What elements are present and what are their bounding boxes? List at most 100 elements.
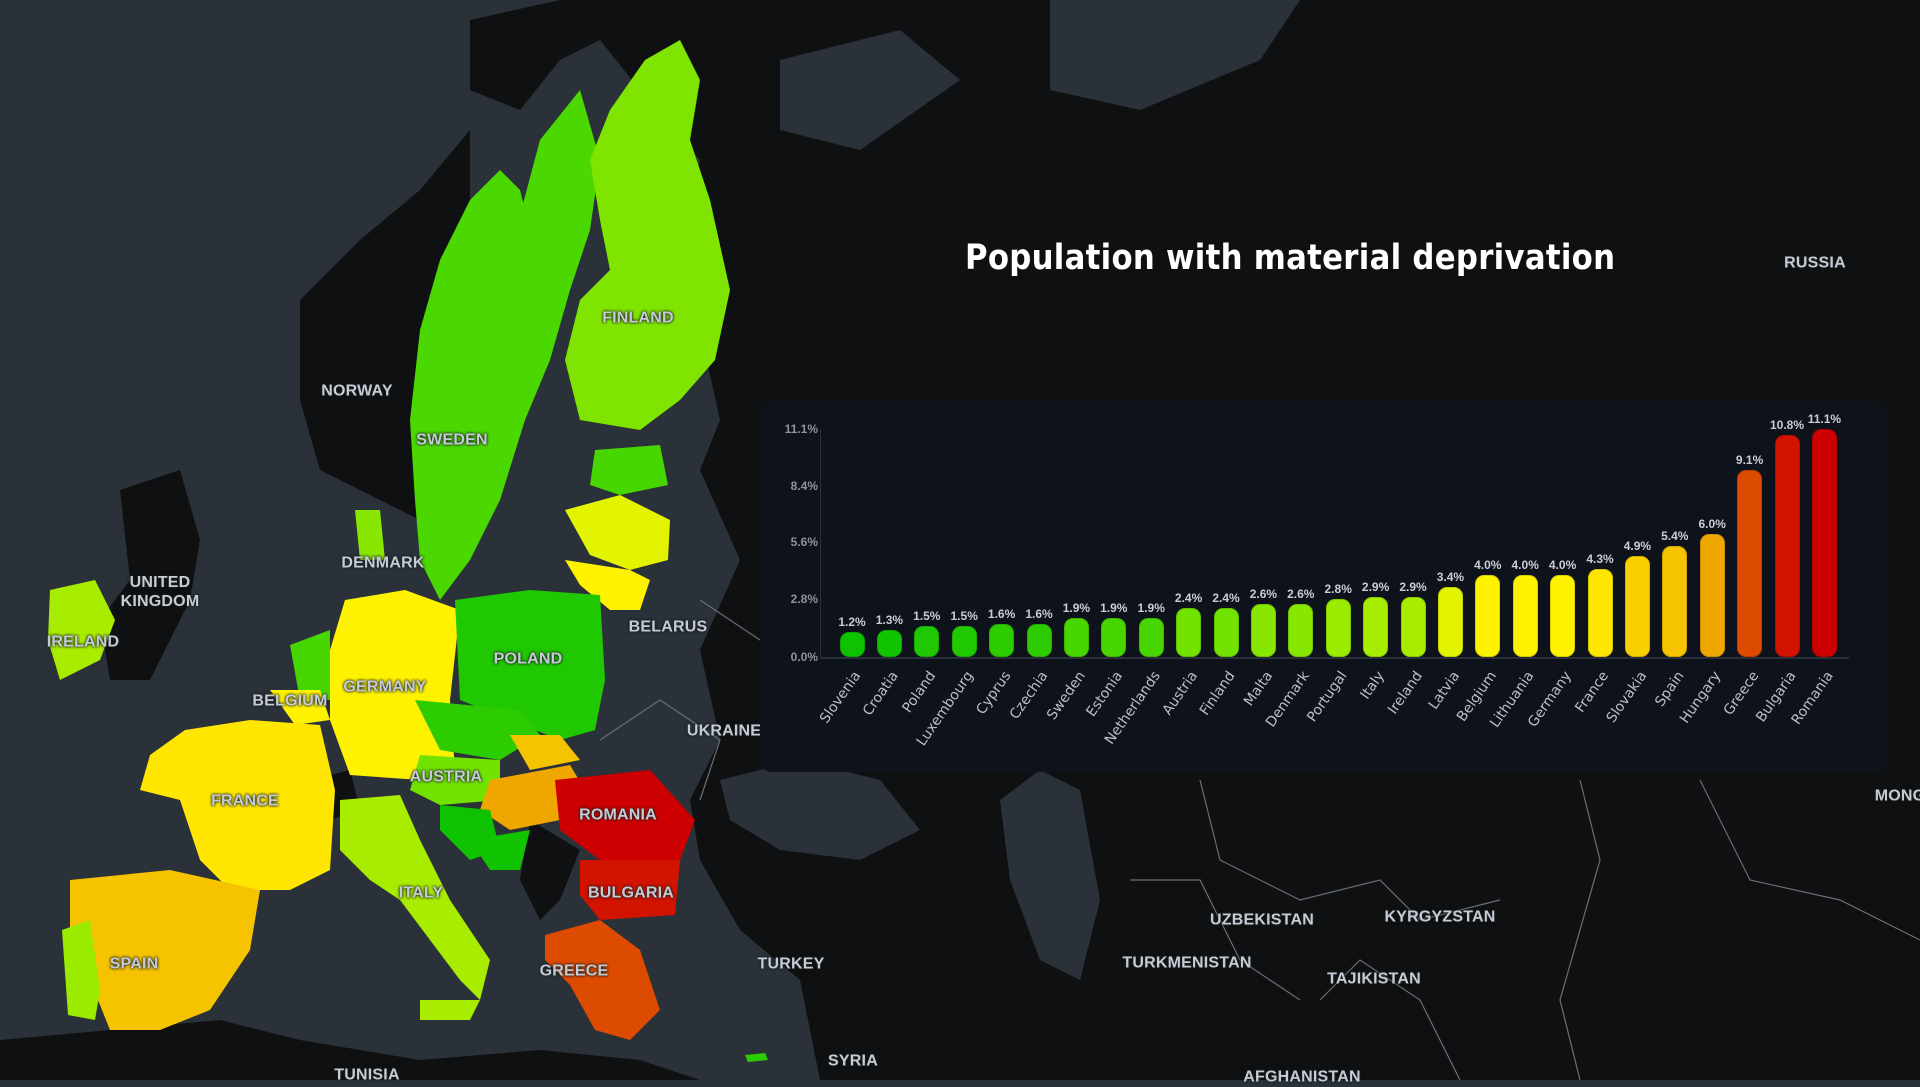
bar[interactable] [1550, 574, 1576, 657]
bar-value-label: 11.1% [1807, 412, 1842, 426]
bar[interactable] [1512, 574, 1538, 657]
bar[interactable] [1026, 624, 1052, 657]
map-label: SPAIN [109, 955, 159, 973]
bar[interactable] [951, 626, 977, 657]
map-label: MONG [1874, 787, 1920, 805]
bar[interactable] [1325, 599, 1351, 657]
x-category-label: Slovenia [817, 668, 865, 727]
bar[interactable] [1737, 470, 1763, 657]
bar-value-label: 4.0% [1548, 557, 1577, 572]
map-label: FINLAND [602, 309, 674, 327]
bar[interactable] [1437, 587, 1463, 657]
map-label: TURKEY [757, 955, 825, 973]
map-label: TUNISIA [334, 1066, 400, 1084]
bar-value-label: 4.3% [1586, 551, 1614, 566]
map-label: BULGARIA [587, 884, 675, 902]
bar[interactable] [839, 632, 865, 657]
bar[interactable] [1811, 429, 1837, 657]
map-label: BELARUS [628, 618, 708, 636]
bar[interactable] [1774, 435, 1800, 657]
bar[interactable] [1176, 607, 1202, 657]
map-label: RUSSIA [1784, 254, 1846, 272]
bar-value-label: 1.6% [1025, 607, 1053, 622]
chart-title: Population with material deprivation [965, 238, 1616, 278]
bar-value-label: 1.9% [1137, 600, 1165, 615]
x-category-label: Austria [1159, 668, 1202, 719]
map-label: IRELAND [46, 633, 120, 651]
bar[interactable] [989, 624, 1015, 657]
bar-value-label: 1.6% [987, 607, 1016, 622]
map-label: KYRGYZSTAN [1384, 908, 1496, 926]
y-tick-label: 5.6% [790, 535, 818, 549]
bar[interactable] [914, 626, 940, 657]
bar-value-label: 1.9% [1062, 600, 1091, 615]
bar-value-label: 1.3% [875, 613, 904, 628]
map-label: TURKMENISTAN [1122, 954, 1252, 972]
map-label: AUSTRIA [409, 768, 483, 786]
bar-value-label: 4.0% [1511, 557, 1539, 572]
y-tick-label: 8.4% [790, 479, 818, 493]
map-label: UKRAINE [686, 722, 762, 740]
bar[interactable] [1662, 546, 1688, 657]
y-tick-label: 2.8% [790, 592, 818, 606]
bar[interactable] [1138, 617, 1164, 657]
bar[interactable] [1400, 597, 1426, 657]
x-category-label: Ireland [1384, 668, 1426, 718]
x-category-label: Poland [899, 668, 940, 716]
map-label: DENMARK [341, 554, 425, 572]
bar-value-label: 2.4% [1212, 590, 1240, 605]
map-label: BELGIUM [252, 692, 328, 710]
x-category-label: Malta [1240, 668, 1276, 710]
bar-value-label: 1.5% [913, 609, 941, 624]
x-category-label: Finland [1196, 668, 1239, 719]
bar-value-label: 9.1% [1735, 453, 1764, 468]
x-category-label: France [1572, 668, 1613, 716]
bar[interactable] [1475, 574, 1501, 657]
bar[interactable] [1288, 603, 1314, 657]
map-label: AFGHANISTAN [1243, 1068, 1361, 1086]
bar[interactable] [1101, 617, 1127, 657]
bar-value-label: 6.0% [1698, 516, 1726, 531]
x-axis [820, 657, 1849, 659]
x-category-label: Spain [1651, 668, 1688, 710]
bar-value-label: 10.8% [1769, 418, 1805, 433]
bar[interactable] [1250, 603, 1276, 657]
bar[interactable] [1363, 597, 1389, 657]
x-category-label: Latvia [1425, 668, 1463, 713]
bar-value-label: 2.6% [1249, 586, 1278, 601]
y-axis [820, 429, 821, 658]
bar-value-label: 2.9% [1361, 580, 1390, 595]
map-label: FRANCE [211, 792, 279, 810]
bar-chart-panel: 11.1% 8.4% 5.6% 2.8% 0.0% 1.2% Slovenia 1.… [760, 401, 1887, 772]
bar-value-label: 2.6% [1287, 586, 1315, 601]
map-label: UZBEKISTAN [1210, 911, 1314, 929]
bar-value-label: 2.9% [1399, 580, 1427, 595]
bar[interactable] [876, 630, 902, 657]
bar-value-label: 3.4% [1436, 570, 1465, 585]
map-label: ROMANIA [579, 806, 657, 824]
bar[interactable] [1699, 533, 1725, 657]
bar[interactable] [1213, 607, 1239, 657]
map-label: TAJIKISTAN [1327, 970, 1421, 988]
bar-value-label: 2.8% [1324, 582, 1352, 597]
bar-value-label: 1.5% [950, 609, 978, 624]
bar-value-label: 4.0% [1474, 557, 1502, 572]
bar-value-label: 5.4% [1661, 529, 1689, 544]
map-label: NORWAY [321, 382, 393, 400]
map-label: UNITED KINGDOM [120, 574, 200, 610]
bar-value-label: 1.9% [1100, 600, 1128, 615]
y-tick-label: 11.1% [784, 422, 818, 436]
bar[interactable] [1624, 556, 1650, 657]
bar[interactable] [1587, 568, 1613, 657]
map-label: SYRIA [828, 1052, 878, 1070]
map-label: GERMANY [343, 678, 427, 696]
map-label: GREECE [539, 962, 609, 980]
bar-value-label: 2.4% [1174, 590, 1203, 605]
bar[interactable] [1063, 617, 1089, 657]
bar-value-label: 4.9% [1623, 539, 1652, 554]
map-label: SWEDEN [416, 431, 488, 449]
bar-value-label: 1.2% [838, 615, 866, 630]
y-tick-label: 0.0% [790, 650, 818, 664]
